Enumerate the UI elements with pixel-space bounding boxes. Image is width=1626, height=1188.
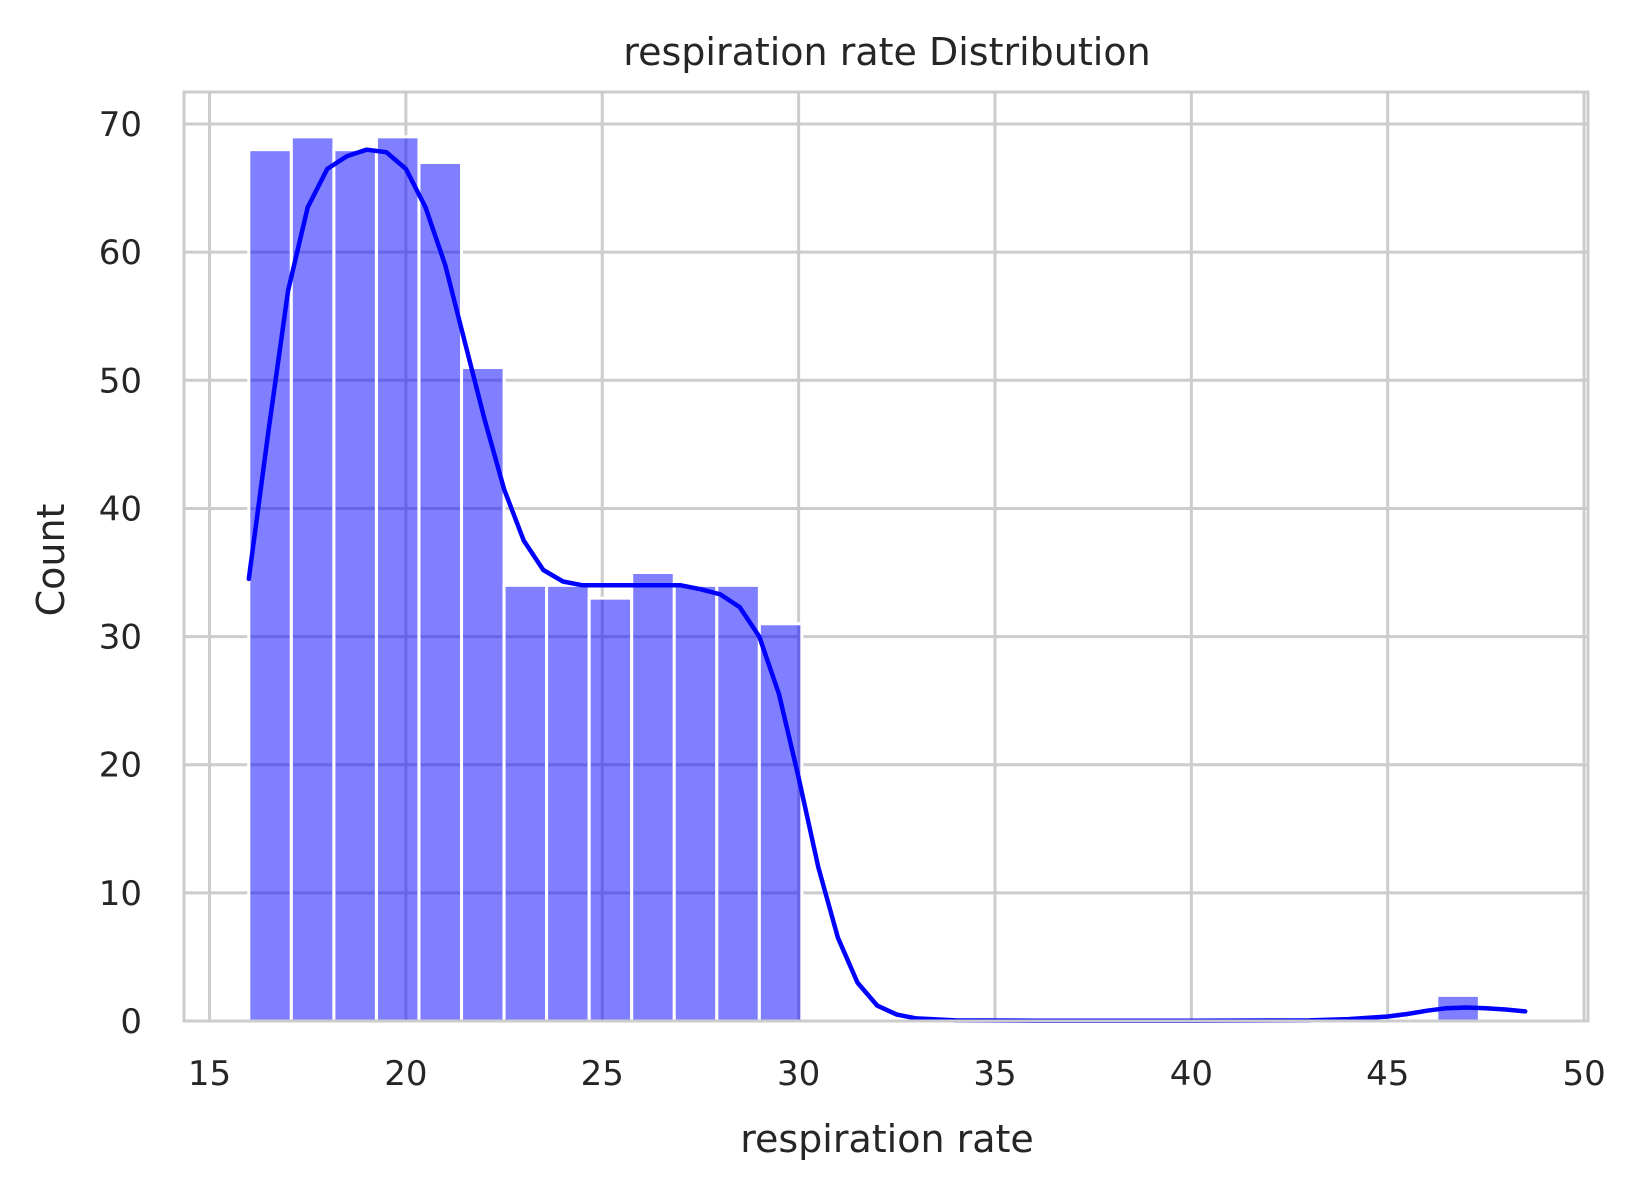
y-tick-label: 50 xyxy=(99,361,142,401)
x-tick-label: 20 xyxy=(384,1054,427,1094)
y-tick-label: 0 xyxy=(120,1002,142,1042)
histogram-bar xyxy=(672,583,719,1023)
x-tick-label: 30 xyxy=(777,1054,820,1094)
histogram-bar xyxy=(715,583,761,1023)
histogram-bar xyxy=(757,622,804,1023)
x-tick-label: 35 xyxy=(973,1054,1016,1094)
histogram-bar xyxy=(545,583,591,1023)
histogram-bar xyxy=(374,135,421,1023)
x-tick-label: 50 xyxy=(1562,1054,1605,1094)
x-tick-label: 25 xyxy=(581,1054,624,1094)
y-tick-label: 60 xyxy=(99,233,142,273)
x-tick-label: 40 xyxy=(1170,1054,1213,1094)
plot-frame xyxy=(182,90,1590,1023)
histogram-bar xyxy=(502,583,549,1023)
x-tick-labels: 15 20 25 30 35 40 45 50 xyxy=(188,1054,1606,1094)
y-tick-label: 10 xyxy=(99,874,142,914)
x-axis-label: respiration rate xyxy=(740,1117,1034,1161)
y-tick-labels: 0 10 20 30 40 50 60 70 xyxy=(99,105,142,1042)
histogram-bar xyxy=(247,148,293,1023)
y-tick-label: 40 xyxy=(99,489,142,529)
x-tick-label: 45 xyxy=(1366,1054,1409,1094)
y-tick-label: 70 xyxy=(99,105,142,145)
x-tick-label: 15 xyxy=(188,1054,231,1094)
histogram-bar xyxy=(332,148,378,1023)
y-axis-label: Count xyxy=(29,504,73,617)
kde-line xyxy=(246,147,1528,1023)
histogram-bar xyxy=(417,160,464,1023)
histogram-bar xyxy=(587,596,634,1023)
histogram-bar xyxy=(630,571,676,1023)
y-tick-label: 20 xyxy=(99,746,142,786)
kde-curve xyxy=(246,147,1528,1023)
chart-title: respiration rate Distribution xyxy=(623,30,1150,74)
histogram-bar xyxy=(289,135,336,1023)
histogram-bars xyxy=(247,135,1481,1023)
y-tick-label: 30 xyxy=(99,618,142,658)
